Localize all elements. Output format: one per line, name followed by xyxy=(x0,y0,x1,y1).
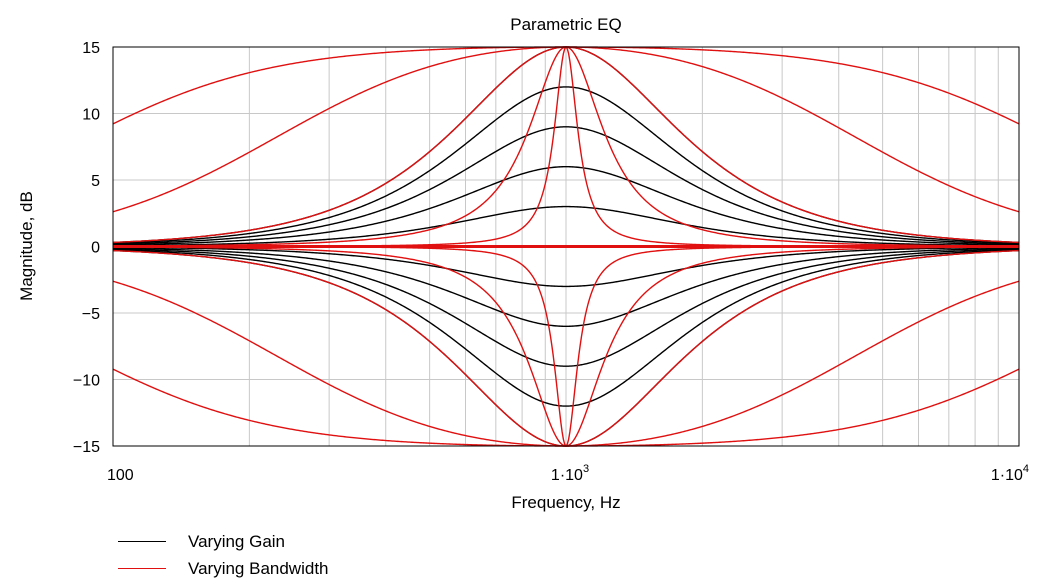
x-tick-labels: 100 1·103 1·104 xyxy=(107,463,1029,484)
varying-gain-curve xyxy=(112,249,1020,407)
x-tick-label: 100 xyxy=(107,467,134,484)
legend: Varying Gain Varying Bandwidth xyxy=(118,528,329,582)
varying-gain-curve xyxy=(112,205,1020,247)
varying-gain-curve xyxy=(112,246,1020,288)
plot-area-frame xyxy=(112,46,1020,447)
y-tick-label: 15 xyxy=(82,40,100,57)
y-tick-label: 0 xyxy=(91,240,100,257)
x-tick-label: 1·104 xyxy=(991,463,1029,484)
legend-swatch-black xyxy=(118,541,166,542)
y-tick-label: −5 xyxy=(82,306,100,323)
y-tick-labels: 15 10 5 0 −5 −10 −15 xyxy=(73,40,100,456)
legend-item-varying-gain: Varying Gain xyxy=(118,528,329,555)
x-tick-label: 1·103 xyxy=(551,463,589,484)
legend-label-varying-bandwidth: Varying Bandwidth xyxy=(188,558,329,578)
y-tick-label: −10 xyxy=(73,373,100,390)
varying-gain-curve xyxy=(112,86,1020,244)
legend-item-varying-bandwidth: Varying Bandwidth xyxy=(118,555,329,582)
chart: Parametric EQ 15 10 5 0 −5 −10 −15 100 1·103 1·1… xyxy=(17,15,1029,512)
varying-gain-curve xyxy=(112,126,1020,245)
y-tick-label: 10 xyxy=(82,107,100,124)
varying-gain-curve xyxy=(112,165,1020,246)
chart-title: Parametric EQ xyxy=(510,15,621,34)
varying-gain-curve xyxy=(112,248,1020,367)
curves xyxy=(112,45,1020,448)
y-axis-label: Magnitude, dB xyxy=(17,191,36,301)
varying-gain-curve xyxy=(112,247,1020,328)
y-tick-label: −15 xyxy=(73,439,100,456)
x-axis-label: Frequency, Hz xyxy=(511,493,620,512)
legend-swatch-red xyxy=(118,568,166,569)
legend-label-varying-gain: Varying Gain xyxy=(188,531,286,551)
y-tick-label: 5 xyxy=(91,173,100,190)
